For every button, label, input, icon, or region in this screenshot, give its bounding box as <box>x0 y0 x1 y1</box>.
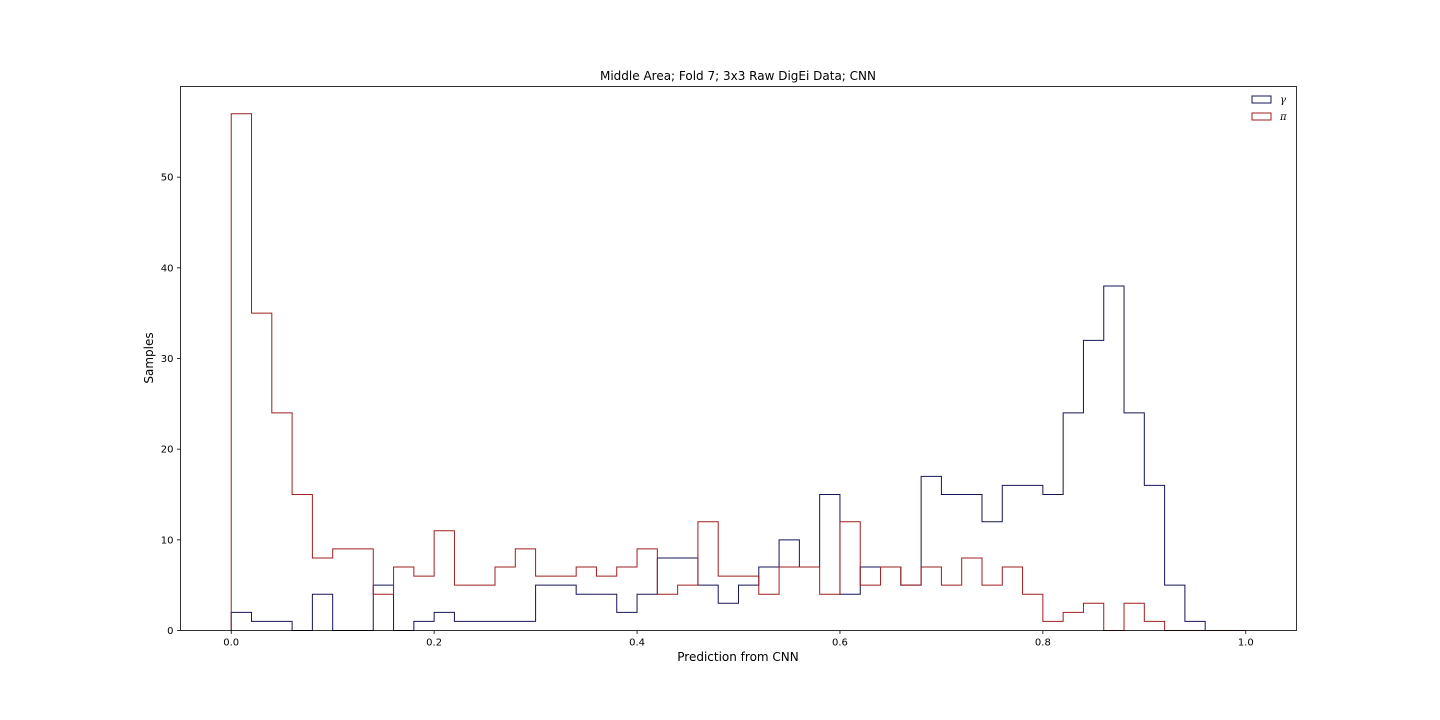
y-tick-label: 30 <box>161 354 174 365</box>
y-tick-label: 20 <box>161 445 174 456</box>
x-tick-label: 1.0 <box>1238 638 1254 649</box>
chart-title: Middle Area; Fold 7; 3x3 Raw DigEi Data;… <box>600 69 876 83</box>
x-tick-label: 0.4 <box>629 638 645 649</box>
x-tick-label: 0.0 <box>223 638 239 649</box>
y-tick-label: 40 <box>161 263 174 274</box>
series-1-step-line <box>230 113 1246 631</box>
legend-label-1: π <box>1279 112 1287 123</box>
y-tick-label: 50 <box>161 173 174 184</box>
legend-label-0: γ <box>1280 95 1286 106</box>
legend: γπ <box>1251 95 1287 123</box>
y-tick-label: 10 <box>161 535 174 546</box>
legend-swatch-1 <box>1251 112 1272 121</box>
legend-swatch-0 <box>1251 95 1272 104</box>
y-axis-ticks: 0 10 20 30 40 50 <box>161 173 181 637</box>
series-layer <box>230 113 1246 631</box>
series-0-step-line <box>230 285 1246 631</box>
y-tick-label: 0 <box>167 626 173 637</box>
x-axis-ticks: 0.0 0.2 0.4 0.6 0.8 1.0 <box>223 630 1254 649</box>
x-tick-label: 0.2 <box>426 638 442 649</box>
x-tick-label: 0.6 <box>832 638 848 649</box>
x-tick-label: 0.8 <box>1035 638 1051 649</box>
y-axis-label: Samples <box>142 332 156 383</box>
x-axis-label: Prediction from CNN <box>677 650 799 664</box>
